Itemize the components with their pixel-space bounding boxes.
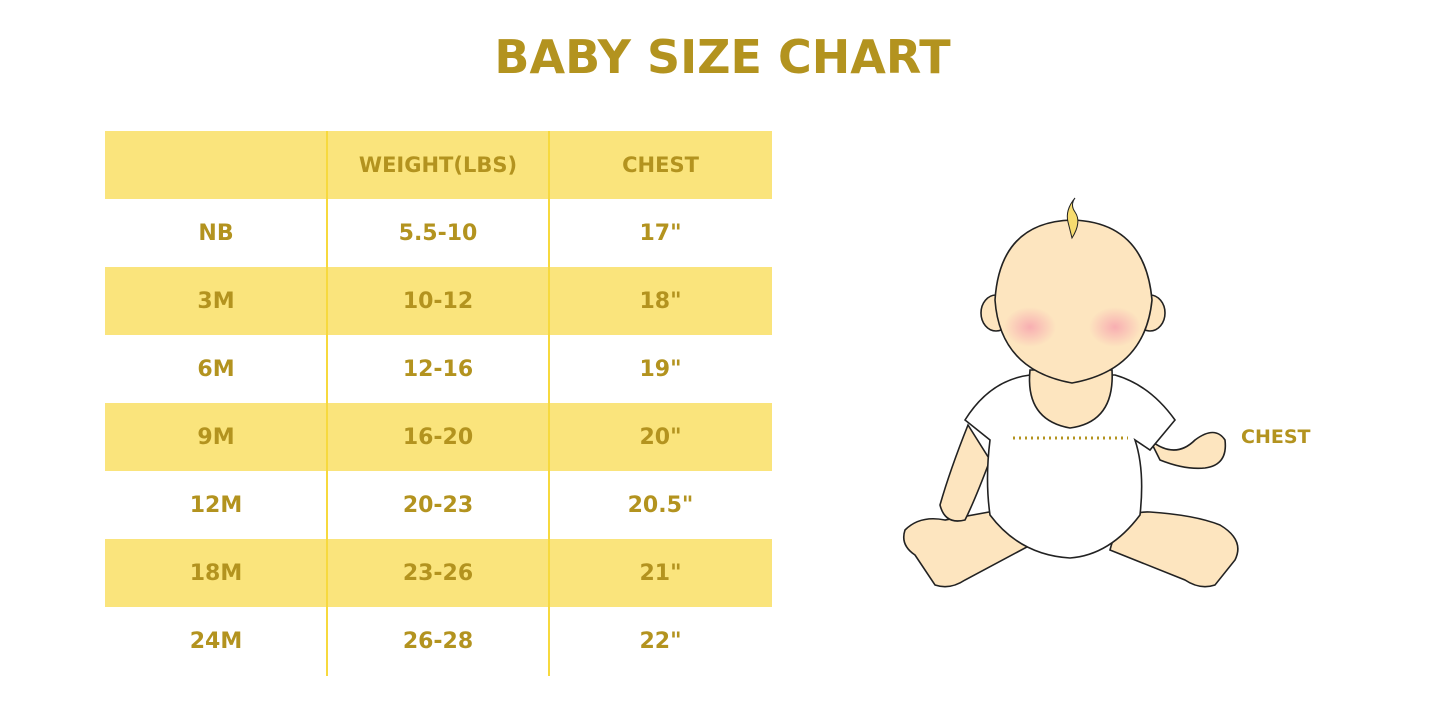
size-cell: 24M: [189, 628, 243, 654]
size-table: WEIGHT(LBS) CHEST NB 5.5-10 17" 3M 10-12…: [105, 131, 772, 675]
header-chest: CHEST: [622, 153, 699, 177]
column-divider: [326, 131, 328, 676]
size-cell: 3M: [197, 288, 235, 314]
size-cell: 9M: [197, 424, 235, 450]
header-weight: WEIGHT(LBS): [358, 153, 518, 177]
weight-cell: 20-23: [402, 492, 474, 518]
chest-label: CHEST: [1241, 426, 1311, 448]
weight-cell: 12-16: [402, 356, 474, 382]
table-header: WEIGHT(LBS) CHEST: [105, 131, 772, 199]
table-row: 18M 23-26 21": [105, 539, 772, 607]
size-cell: 18M: [189, 560, 243, 586]
table-row: 24M 26-28 22": [105, 607, 772, 675]
chest-cell: 18": [639, 288, 682, 314]
weight-cell: 26-28: [402, 628, 474, 654]
weight-cell: 10-12: [402, 288, 474, 314]
table-row: 9M 16-20 20": [105, 403, 772, 471]
table-row: 3M 10-12 18": [105, 267, 772, 335]
table-row: 6M 12-16 19": [105, 335, 772, 403]
weight-cell: 23-26: [402, 560, 474, 586]
column-divider: [548, 131, 550, 676]
size-cell: 12M: [189, 492, 243, 518]
page-title: BABY SIZE CHART: [494, 30, 951, 84]
left-cheek: [1004, 307, 1056, 347]
table-row: 12M 20-23 20.5": [105, 471, 772, 539]
left-arm: [939, 423, 991, 522]
chest-cell: 20.5": [627, 492, 694, 518]
hair-curl: [1066, 197, 1079, 240]
chest-cell: 22": [639, 628, 682, 654]
weight-cell: 5.5-10: [398, 220, 478, 246]
neck: [1028, 369, 1113, 429]
head: [994, 219, 1153, 384]
table-row: NB 5.5-10 17": [105, 199, 772, 267]
chest-cell: 17": [639, 220, 682, 246]
onesie: [963, 374, 1177, 559]
size-cell: NB: [198, 220, 234, 246]
chest-cell: 21": [639, 560, 682, 586]
chest-cell: 19": [639, 356, 682, 382]
weight-cell: 16-20: [402, 424, 474, 450]
chest-cell: 20": [639, 424, 682, 450]
right-cheek: [1089, 307, 1141, 347]
right-arm: [1149, 431, 1227, 470]
size-cell: 6M: [197, 356, 235, 382]
